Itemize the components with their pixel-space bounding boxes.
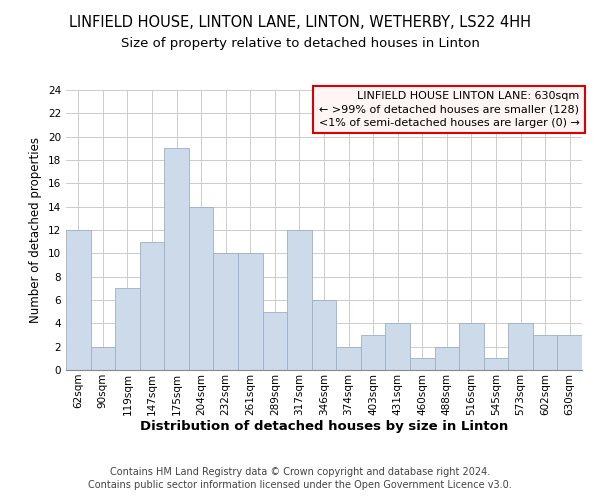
Bar xyxy=(214,254,238,370)
Bar xyxy=(115,288,140,370)
Text: Contains HM Land Registry data © Crown copyright and database right 2024.
Contai: Contains HM Land Registry data © Crown c… xyxy=(88,467,512,490)
Bar xyxy=(361,335,385,370)
Bar xyxy=(557,335,582,370)
Bar xyxy=(91,346,115,370)
Bar xyxy=(312,300,336,370)
Bar xyxy=(164,148,189,370)
Text: LINFIELD HOUSE, LINTON LANE, LINTON, WETHERBY, LS22 4HH: LINFIELD HOUSE, LINTON LANE, LINTON, WET… xyxy=(69,15,531,30)
Bar xyxy=(336,346,361,370)
Bar xyxy=(508,324,533,370)
Y-axis label: Number of detached properties: Number of detached properties xyxy=(29,137,43,323)
Text: LINFIELD HOUSE LINTON LANE: 630sqm
← >99% of detached houses are smaller (128)
<: LINFIELD HOUSE LINTON LANE: 630sqm ← >99… xyxy=(319,92,580,128)
Bar xyxy=(66,230,91,370)
Bar xyxy=(385,324,410,370)
Bar xyxy=(263,312,287,370)
Bar xyxy=(410,358,434,370)
Bar xyxy=(484,358,508,370)
Bar xyxy=(533,335,557,370)
Bar xyxy=(459,324,484,370)
Text: Size of property relative to detached houses in Linton: Size of property relative to detached ho… xyxy=(121,38,479,51)
X-axis label: Distribution of detached houses by size in Linton: Distribution of detached houses by size … xyxy=(140,420,508,434)
Bar xyxy=(287,230,312,370)
Bar xyxy=(434,346,459,370)
Bar xyxy=(238,254,263,370)
Bar xyxy=(189,206,214,370)
Bar xyxy=(140,242,164,370)
